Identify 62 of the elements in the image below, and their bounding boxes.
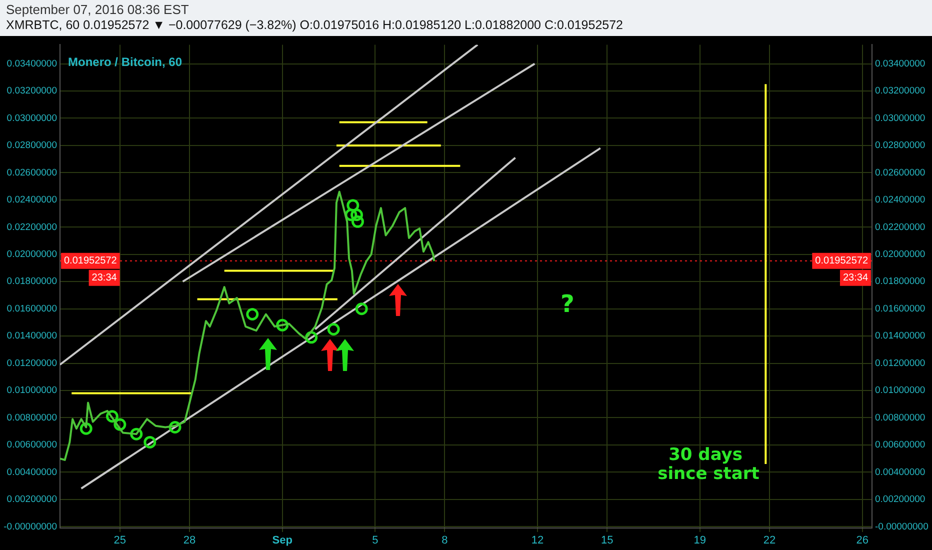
x-tick-label: 28 (183, 534, 196, 547)
y2-tick-label: 0.03000000 (875, 112, 926, 124)
y-tick-label: 0.02600000 (6, 167, 57, 178)
y-tick-label: 0.02200000 (6, 222, 57, 233)
y-tick-label: 0.00400000 (6, 466, 57, 478)
y-tick-label: 0.00600000 (6, 440, 57, 451)
y-tick-label: -0.00000000 (4, 521, 57, 532)
y2-tick-label: 0.02600000 (875, 167, 926, 178)
y-tick-label: 0.01200000 (6, 358, 57, 369)
y2-tick-label: 0.01600000 (875, 303, 926, 314)
text: Monero / Bitcoin, 60 (68, 55, 182, 70)
y-tick-label: 0.02400000 (6, 194, 57, 206)
y2-tick-label: 0.00200000 (875, 494, 926, 506)
y2-tick-label: 0.03200000 (875, 86, 926, 97)
y-tick-label: 0.01000000 (6, 385, 57, 396)
text: September 07, 2016 08:36 EST (6, 2, 189, 17)
y2-tick-label: 0.02800000 (875, 140, 926, 152)
y2-tick-label: -0.00000000 (875, 521, 928, 532)
point (355, 302, 368, 316)
y-tick-label: 0.03400000 (6, 58, 57, 70)
y-tick-label: 0.02000000 (6, 248, 57, 260)
y2-tick-label: 0.02000000 (875, 248, 926, 260)
annotation: 23:34 (92, 272, 118, 284)
y-tick-label: 0.00800000 (6, 412, 57, 424)
text: 0.01952572 (815, 256, 868, 267)
y-tick-label: 0.01400000 (6, 330, 57, 342)
y-tick-label: 0.03200000 (6, 86, 57, 97)
annotation: ? (560, 290, 574, 318)
y2-tick-label: 0.01000000 (875, 385, 926, 396)
ref-line-label: 0.01952572 (64, 256, 118, 267)
y-tick-label: 0.01600000 (6, 303, 57, 314)
y2-tick-label: 0.01200000 (875, 358, 926, 369)
y-tick-label: 0.01800000 (6, 276, 57, 288)
y-tick-label: 0.03000000 (6, 112, 57, 124)
text: 23:34 (842, 272, 868, 284)
y2-tick-label: 0.02400000 (875, 194, 926, 206)
point (350, 208, 364, 222)
x-tick-label: Sep (272, 534, 293, 547)
x-tick-label: 26 (856, 534, 868, 547)
point (246, 308, 259, 321)
y2-tick-label: 0.01400000 (875, 330, 926, 342)
y2-tick-label: 0.02200000 (875, 222, 926, 233)
y-tick-label: 0.02800000 (6, 140, 57, 152)
point (346, 199, 360, 212)
y2-tick-label: 0.00800000 (875, 412, 926, 424)
x-tick-label: 12 (531, 534, 544, 547)
point (327, 322, 340, 336)
y2-tick-label: 0.00600000 (875, 440, 926, 451)
y2-tick-label: 0.01800000 (875, 276, 926, 288)
chart-subtitle: XMRBTC, 60 0.01952572 ▼ −0.00077629 (−3.82%) O:0.01975016 H:0.01985120 L:0.01882000 C:0.01952572 (6, 18, 624, 32)
x-tick-label: 5 (372, 534, 378, 547)
point (351, 215, 364, 228)
x-tick-label: 25 (114, 534, 126, 547)
y2-tick-label: 0.00400000 (875, 466, 926, 478)
point (144, 436, 156, 448)
x-tick-label: 19 (694, 534, 706, 547)
x-tick-label: 22 (763, 534, 776, 547)
y-tick-label: 0.00200000 (6, 494, 57, 506)
annotation: 30 days since start (652, 445, 760, 484)
x-tick-label: 15 (601, 534, 614, 547)
x-tick-label: 8 (442, 534, 448, 547)
y2-tick-label: 0.03400000 (875, 58, 926, 70)
